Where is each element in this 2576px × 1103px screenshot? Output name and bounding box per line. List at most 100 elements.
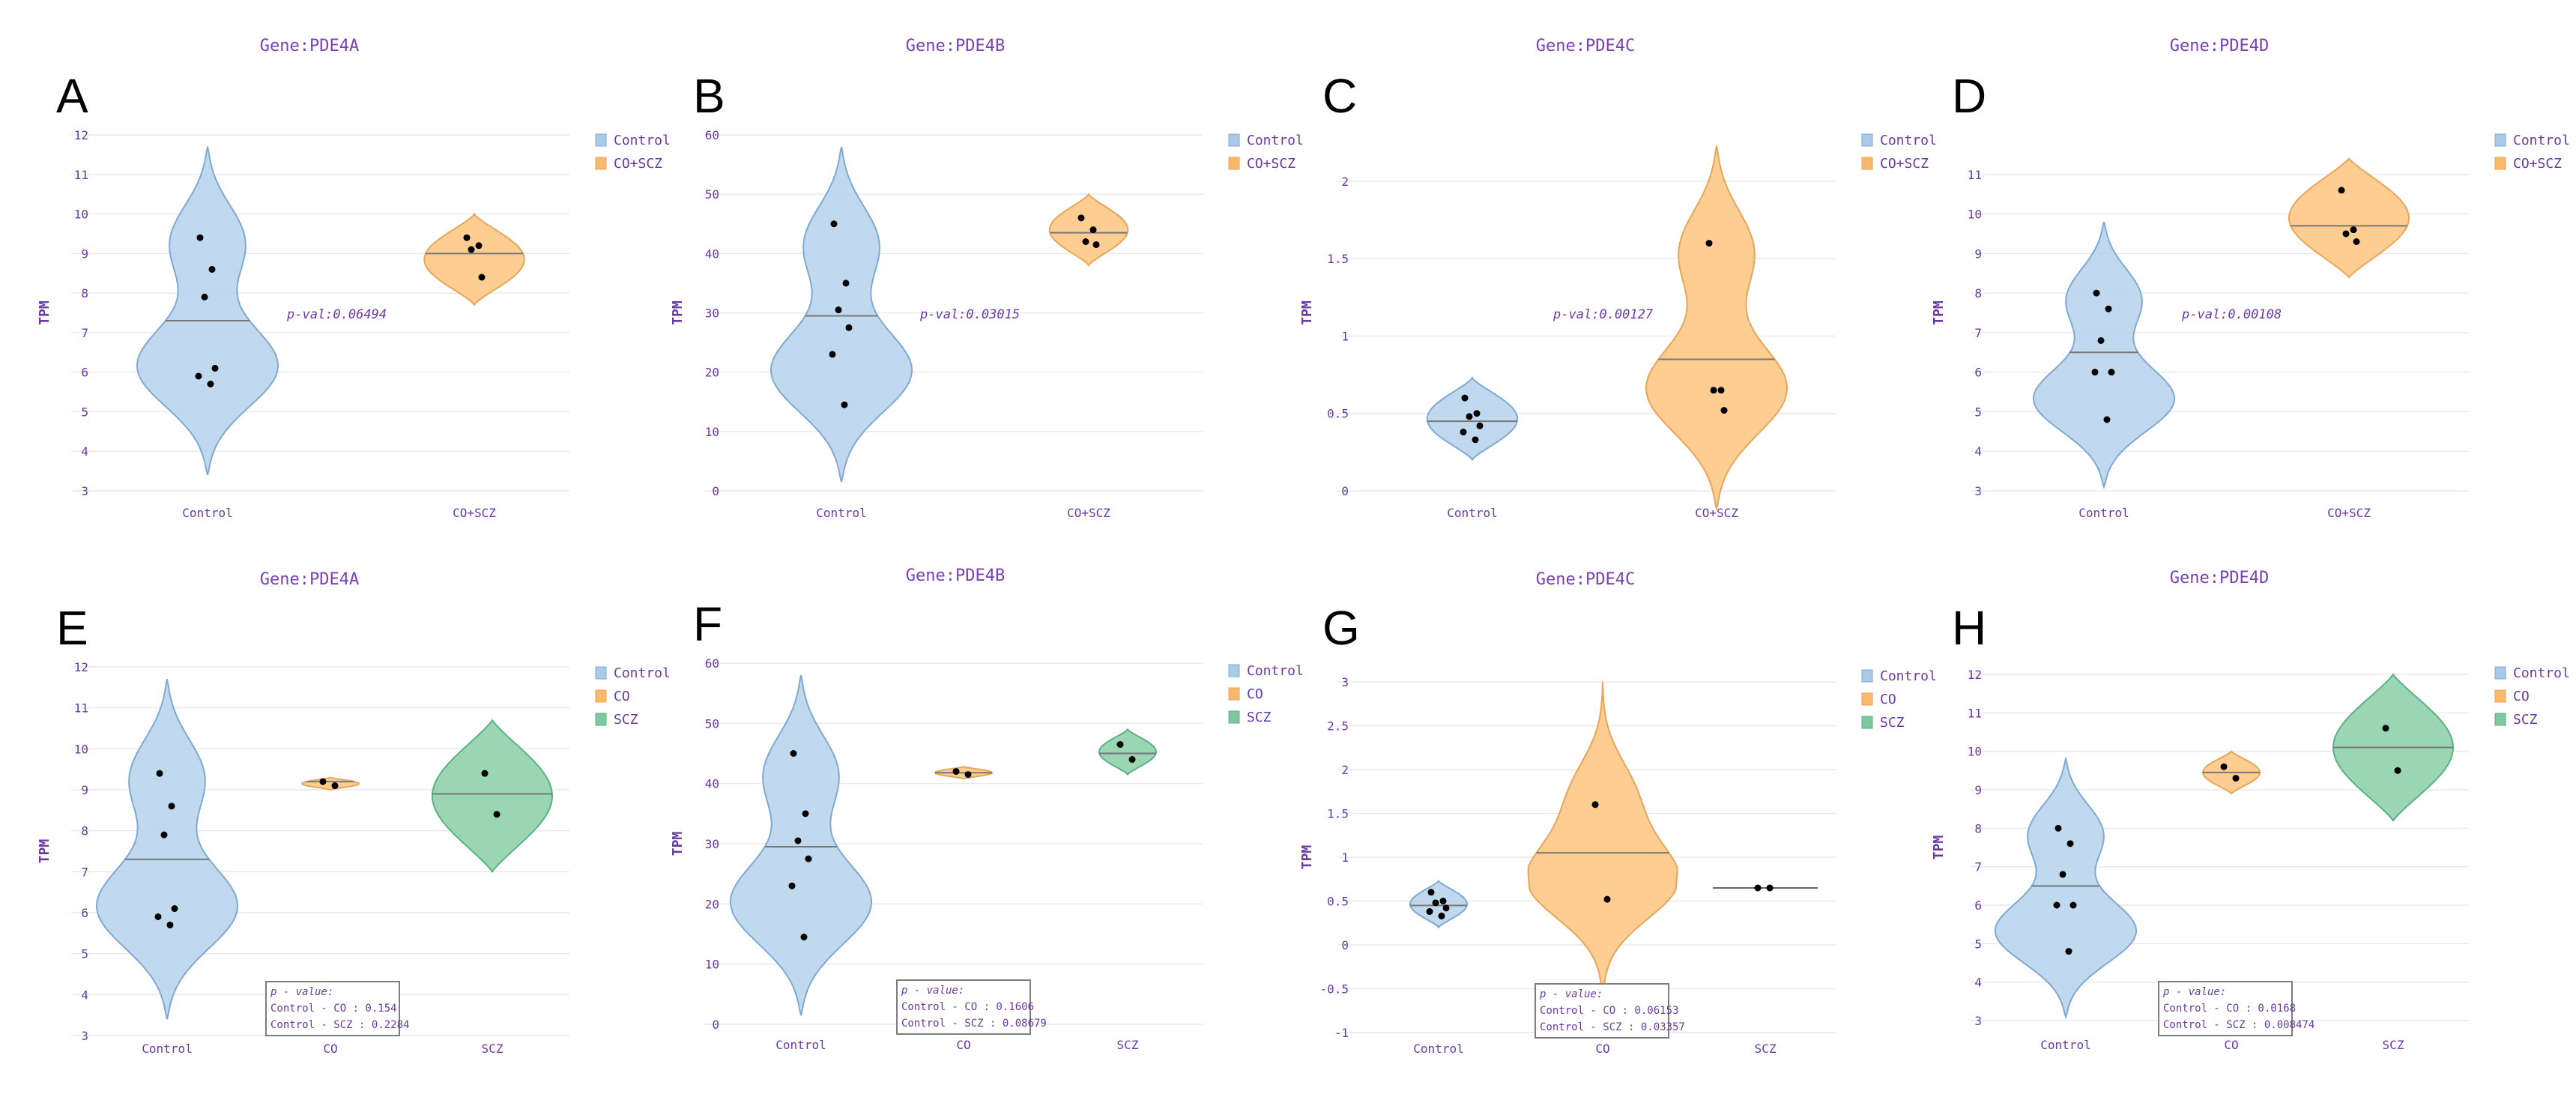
y-tick-label: 6 (81, 906, 88, 920)
x-tick-label: Control (775, 1038, 826, 1052)
panel-letter: A (56, 69, 88, 123)
y-tick-label: 4 (1974, 976, 1982, 990)
y-axis-label: TPM (670, 300, 686, 325)
data-point (2338, 187, 2345, 194)
panel-letter: B (693, 69, 725, 123)
y-tick-label: 2.5 (1327, 719, 1349, 734)
chart-title: Gene:PDE4D (2170, 569, 2269, 587)
panel-f: F Gene:PDE4B 0 10 20 30 40 50 60 TPM Control CO SCZ C… (670, 566, 1304, 1052)
legend-label: CO (1880, 692, 1896, 707)
legend-label: Control (1247, 133, 1304, 148)
legend-swatch (595, 689, 607, 703)
violin-co+scz (1048, 193, 1129, 267)
data-point (196, 234, 204, 241)
data-point (2220, 763, 2228, 770)
y-tick-label: 30 (705, 837, 719, 851)
data-point (468, 246, 475, 253)
data-point (2093, 289, 2100, 297)
data-point (2053, 901, 2061, 909)
legend-swatch (1228, 133, 1240, 147)
legend-label: SCZ (1247, 710, 1272, 725)
data-point (171, 905, 178, 913)
data-point (2066, 840, 2074, 847)
y-tick-label: 1 (1341, 850, 1349, 865)
legend-label: CO (2513, 689, 2530, 704)
y-tick-label: 20 (705, 897, 719, 911)
data-point (952, 768, 960, 776)
data-point (493, 811, 501, 818)
data-point (794, 837, 802, 844)
data-point (1473, 410, 1481, 417)
legend-label: SCZ (2513, 712, 2538, 728)
legend-swatch (1861, 157, 1873, 170)
data-point (211, 364, 219, 372)
y-tick-label: 8 (1974, 821, 1982, 835)
data-point (195, 372, 202, 380)
violin-control (770, 146, 913, 483)
panel-letter: H (1952, 601, 1986, 655)
violin-control (1426, 376, 1519, 462)
panel-a: A Gene:PDE4A 3 4 5 6 7 8 9 10 11 12 TPM Control CO+SCZ… (37, 37, 671, 520)
chart-title: Gene:PDE4C (1536, 37, 1635, 55)
violin-scz (431, 719, 554, 873)
violin-co (300, 776, 360, 791)
violin-control (2032, 221, 2176, 490)
y-tick-label: -0.5 (1319, 982, 1349, 997)
data-point (1092, 241, 1100, 248)
data-point (481, 770, 489, 777)
data-point (1460, 429, 1467, 436)
legend-swatch (1228, 157, 1240, 170)
data-point (2108, 369, 2115, 376)
data-point (201, 293, 208, 300)
p-value-line: Control - CO : 0.0168 (2163, 1003, 2296, 1015)
data-point (1603, 895, 1611, 903)
data-point (2097, 336, 2105, 344)
y-tick-label: -1 (1334, 1026, 1349, 1040)
y-tick-label: 3 (1974, 484, 1982, 498)
y-axis-label: TPM (1299, 300, 1315, 325)
data-point (2091, 369, 2099, 376)
y-tick-label: 30 (705, 306, 719, 321)
panel-e: E Gene:PDE4A 3 4 5 6 7 8 9 10 11 12 TPM Control CO SCZ C… (37, 570, 671, 1056)
x-tick-label: SCZ (2383, 1038, 2404, 1052)
violin-co (1527, 681, 1678, 1029)
p-value-line: Control - SCZ : 0.08679 (901, 1018, 1047, 1030)
x-tick-label: CO+SCZ (1695, 506, 1738, 520)
p-value-label: p-val:0.06494 (286, 307, 387, 322)
y-tick-label: 12 (74, 660, 88, 674)
y-tick-label: 8 (1974, 286, 1982, 300)
p-value-line: Control - CO : 0.1606 (901, 1001, 1034, 1013)
data-point (463, 234, 471, 241)
legend-swatch (1861, 669, 1873, 683)
x-tick-label: Control (1413, 1042, 1463, 1056)
data-point (2069, 901, 2077, 909)
y-tick-label: 3 (81, 1029, 88, 1043)
y-tick-label: 10 (705, 958, 719, 972)
legend-label: Control (1880, 133, 1937, 148)
x-tick-label: CO+SCZ (453, 506, 496, 520)
x-tick-label: CO (323, 1042, 337, 1056)
y-tick-label: 12 (1968, 668, 1982, 682)
x-tick-label: CO+SCZ (2327, 506, 2371, 520)
legend-swatch (595, 157, 607, 170)
data-point (835, 306, 842, 314)
y-tick-label: 40 (705, 777, 719, 791)
x-tick-label: CO (1595, 1042, 1609, 1056)
panel-g: G Gene:PDE4C -1 -0.5 0 0.5 1 1.5 2 2.5 3 TPM Control… (1299, 570, 1937, 1056)
y-axis-label: TPM (1299, 845, 1315, 870)
y-tick-label: 0.5 (1327, 895, 1349, 909)
data-point (805, 855, 812, 862)
data-point (1128, 756, 1136, 764)
violin-control (729, 674, 873, 1016)
data-point (1439, 898, 1447, 904)
data-point (841, 401, 848, 408)
y-axis-label: TPM (1931, 835, 1947, 860)
legend-label: Control (614, 133, 671, 148)
data-point (166, 921, 174, 928)
y-tick-label: 0.5 (1327, 407, 1349, 421)
y-tick-label: 10 (1968, 208, 1982, 222)
data-point (208, 265, 216, 273)
x-tick-label: Control (816, 506, 866, 520)
y-tick-label: 3 (1974, 1014, 1982, 1028)
